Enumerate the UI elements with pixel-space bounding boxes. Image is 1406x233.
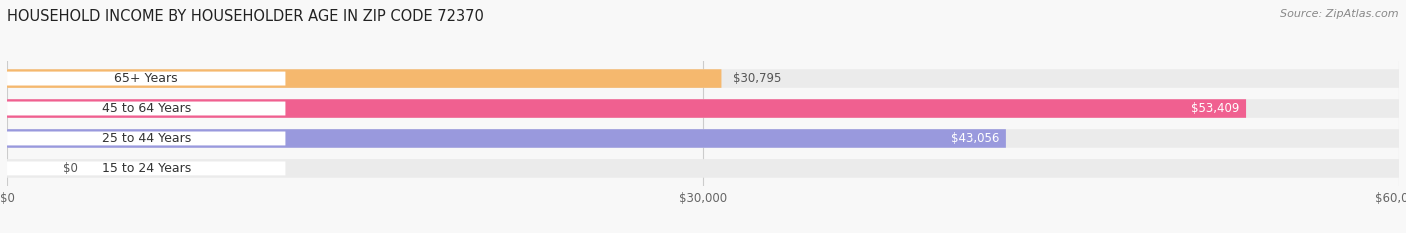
Text: 45 to 64 Years: 45 to 64 Years xyxy=(101,102,191,115)
Text: $30,795: $30,795 xyxy=(733,72,780,85)
Text: 15 to 24 Years: 15 to 24 Years xyxy=(101,162,191,175)
FancyBboxPatch shape xyxy=(7,159,1399,178)
Text: HOUSEHOLD INCOME BY HOUSEHOLDER AGE IN ZIP CODE 72370: HOUSEHOLD INCOME BY HOUSEHOLDER AGE IN Z… xyxy=(7,9,484,24)
Text: $53,409: $53,409 xyxy=(1191,102,1239,115)
Text: 25 to 44 Years: 25 to 44 Years xyxy=(101,132,191,145)
FancyBboxPatch shape xyxy=(7,99,1246,118)
Text: Source: ZipAtlas.com: Source: ZipAtlas.com xyxy=(1281,9,1399,19)
Text: $0: $0 xyxy=(63,162,77,175)
FancyBboxPatch shape xyxy=(7,69,721,88)
FancyBboxPatch shape xyxy=(7,69,1399,88)
Text: 65+ Years: 65+ Years xyxy=(114,72,179,85)
FancyBboxPatch shape xyxy=(7,161,285,175)
FancyBboxPatch shape xyxy=(7,131,285,145)
FancyBboxPatch shape xyxy=(7,72,285,86)
Text: $43,056: $43,056 xyxy=(950,132,998,145)
FancyBboxPatch shape xyxy=(7,129,1005,148)
FancyBboxPatch shape xyxy=(7,129,1399,148)
FancyBboxPatch shape xyxy=(7,102,285,116)
FancyBboxPatch shape xyxy=(7,99,1399,118)
